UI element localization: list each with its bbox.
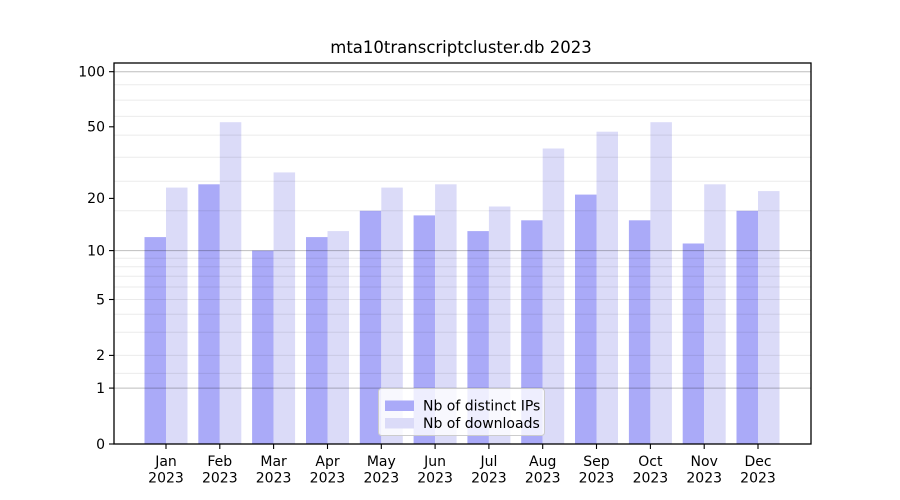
bar-distinct-ips-oct <box>628 220 651 444</box>
x-tick-label-feb: Feb <box>207 454 232 470</box>
bar-downloads-apr <box>327 231 349 444</box>
y-tick-label-50: 50 <box>87 120 105 136</box>
bar-distinct-ips-sep <box>575 194 597 444</box>
x-tick-label-aug: Aug <box>529 454 556 470</box>
y-tick-label-10: 10 <box>87 243 105 259</box>
y-tick-label-5: 5 <box>96 292 105 308</box>
bar-distinct-ips-apr <box>306 237 328 444</box>
bar-downloads-feb <box>219 122 242 444</box>
x-axis-labels: Jan2023Feb2023Mar2023Apr2023May2023Jun20… <box>148 454 776 487</box>
x-tick-label-jan: Jan <box>154 454 177 470</box>
x-tick-label-apr: Apr <box>315 454 339 470</box>
bar-downloads-jan <box>166 187 188 444</box>
bar-downloads-nov <box>704 184 726 445</box>
legend-label-distinct-ips: Nb of distinct IPs <box>423 399 540 415</box>
bar-downloads-aug <box>542 148 565 444</box>
x-tick-label-dec: Dec <box>744 454 771 470</box>
bar-downloads-jun <box>435 184 457 445</box>
legend-swatch-downloads <box>385 418 414 429</box>
bar-downloads-jul <box>488 206 511 444</box>
x-tick-label-mar: Mar <box>260 454 287 470</box>
chart-title: mta10transcriptcluster.db 2023 <box>330 38 591 57</box>
legend: Nb of distinct IPs Nb of downloads <box>378 388 545 436</box>
y-tick-label-2: 2 <box>96 348 105 364</box>
legend-label-downloads: Nb of downloads <box>423 416 540 432</box>
x-tick-year-jul: 2023 <box>471 471 507 487</box>
x-tick-label-oct: Oct <box>638 454 663 470</box>
plot-frame <box>113 62 812 445</box>
x-tick-label-nov: Nov <box>691 454 718 470</box>
bar-distinct-ips-nov <box>682 243 705 444</box>
x-tick-year-dec: 2023 <box>740 471 776 487</box>
y-tick-label-0: 0 <box>96 437 105 453</box>
bar-downloads-sep <box>596 131 618 444</box>
grid-layer <box>114 71 811 389</box>
bar-distinct-ips-jan <box>144 237 166 444</box>
bar-downloads-mar <box>273 172 296 444</box>
bar-distinct-ips-feb <box>198 184 220 445</box>
y-tick-label-1: 1 <box>96 381 105 397</box>
x-tick-label-sep: Sep <box>583 454 610 470</box>
x-tick-label-may: May <box>367 454 396 470</box>
bar-downloads-may <box>381 187 403 444</box>
x-tick-year-sep: 2023 <box>579 471 615 487</box>
x-tick-label-jul: Jul <box>479 454 497 470</box>
bar-downloads-dec <box>758 191 780 444</box>
bar-distinct-ips-dec <box>736 210 758 444</box>
x-tick-year-oct: 2023 <box>633 471 669 487</box>
x-tick-year-jan: 2023 <box>148 471 184 487</box>
legend-box <box>378 388 545 436</box>
y-tick-label-20: 20 <box>87 191 105 207</box>
bar-distinct-ips-mar <box>252 250 274 444</box>
legend-swatch-distinct-ips <box>385 400 414 411</box>
bar-downloads-oct <box>650 122 672 444</box>
x-tick-year-feb: 2023 <box>202 471 238 487</box>
x-tick-year-apr: 2023 <box>310 471 346 487</box>
x-tick-year-aug: 2023 <box>525 471 561 487</box>
ticks-layer <box>109 71 759 449</box>
x-tick-year-mar: 2023 <box>256 471 292 487</box>
x-tick-year-jun: 2023 <box>417 471 453 487</box>
y-tick-label-100: 100 <box>78 65 105 81</box>
x-tick-label-jun: Jun <box>423 454 446 470</box>
x-tick-year-may: 2023 <box>363 471 399 487</box>
bar-distinct-ips-may <box>359 210 382 444</box>
x-tick-year-nov: 2023 <box>686 471 722 487</box>
bar-distinct-ips-jun <box>413 215 436 444</box>
